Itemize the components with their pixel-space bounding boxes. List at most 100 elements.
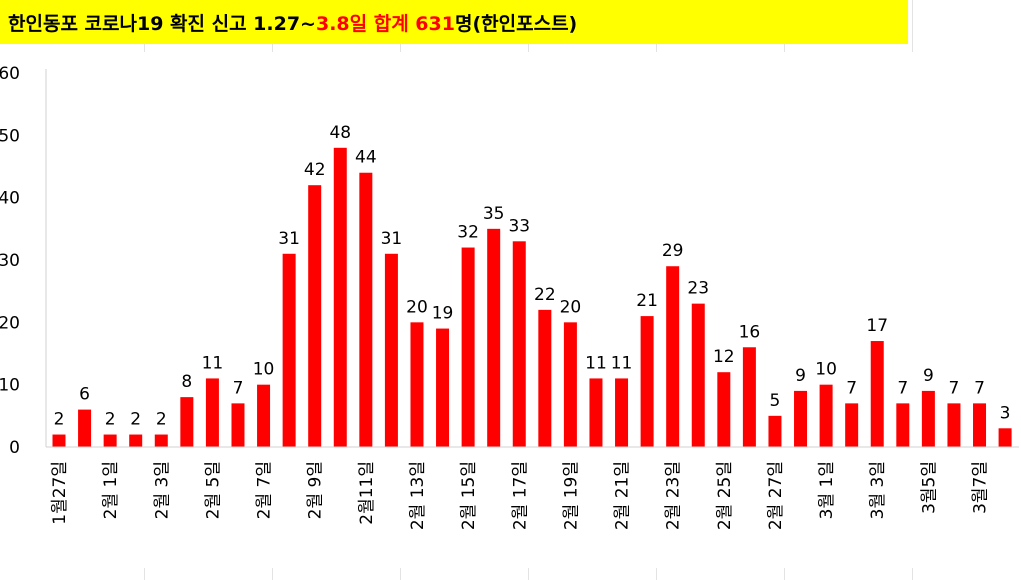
bar [896, 403, 910, 447]
data-label: 32 [457, 223, 479, 243]
x-tick-label: 2월 27일 [766, 461, 786, 530]
bar [589, 378, 603, 447]
y-tick-label: 20 [0, 313, 20, 333]
data-label: 9 [923, 366, 934, 386]
bar [205, 378, 219, 447]
data-label: 7 [897, 378, 908, 398]
x-tick-label: 2월 13일 [408, 461, 428, 530]
bar [973, 403, 987, 447]
bar [947, 403, 961, 447]
bar [666, 266, 680, 447]
data-label: 17 [866, 316, 888, 336]
data-label: 2 [156, 410, 167, 430]
x-tick-label: 2월 9일 [306, 461, 326, 519]
bar [359, 172, 373, 447]
data-label: 2 [105, 410, 116, 430]
x-tick-label: 2월 21일 [613, 461, 633, 530]
data-label: 48 [329, 123, 351, 143]
data-label: 23 [687, 279, 709, 299]
bar [282, 253, 296, 447]
y-tick-label: 0 [9, 438, 20, 458]
bar [103, 434, 117, 447]
bar [921, 390, 935, 447]
data-label: 7 [974, 378, 985, 398]
data-label: 29 [662, 241, 684, 261]
bar [487, 228, 501, 447]
x-tick-label: 2월 17일 [510, 461, 530, 530]
x-tick-label: 2월 25일 [715, 461, 735, 530]
bar [257, 384, 271, 447]
bar [384, 253, 398, 447]
data-label: 20 [560, 297, 582, 317]
bar [563, 322, 577, 447]
data-label: 31 [278, 229, 300, 249]
data-label: 6 [79, 385, 90, 405]
data-label: 7 [949, 378, 960, 398]
data-label: 19 [432, 304, 454, 324]
bar [768, 415, 782, 447]
data-label: 11 [202, 353, 224, 373]
x-tick-label: 1월27일 [50, 461, 70, 525]
data-label: 10 [815, 360, 837, 380]
data-label: 10 [253, 360, 275, 380]
title-part-1: 한인동포 코로나19 확진 신고 1.27~ [8, 12, 316, 35]
data-label: 33 [508, 216, 530, 236]
x-tick-label: 2월 7일 [255, 461, 275, 519]
bar [615, 378, 629, 447]
bar [436, 328, 450, 447]
data-label: 5 [770, 391, 781, 411]
data-label: 11 [611, 353, 633, 373]
bar [180, 397, 194, 447]
y-tick-label: 60 [0, 64, 20, 84]
data-label: 42 [304, 160, 326, 180]
plot-area: 0 10 20 30 40 50 60 2 6 2 2 2 8 11 7 10 31 42 48 44 31 20 19 32… [0, 52, 1021, 568]
x-tick-label: 2월 3일 [152, 461, 172, 519]
bar [52, 434, 66, 447]
x-tick-label: 3월 3일 [868, 461, 888, 519]
x-tick-label: 2월 5일 [203, 461, 223, 519]
bar [410, 322, 424, 447]
bar [129, 434, 143, 447]
chart-title: 한인동포 코로나19 확진 신고 1.27~ 3.8일 합계 631 명(한인포스트… [0, 0, 908, 44]
title-part-3: 명(한인포스트) [454, 12, 578, 35]
x-tick-label: 3월 1일 [817, 461, 837, 519]
bar [819, 384, 833, 447]
bar [78, 409, 92, 447]
x-tick-label: 3월5일 [919, 461, 939, 514]
data-label: 2 [54, 410, 65, 430]
y-tick-label: 50 [0, 126, 20, 146]
y-tick-label: 10 [0, 376, 20, 396]
x-tick-label: 2월 1일 [101, 461, 121, 519]
x-tick-label: 2월 15일 [459, 461, 479, 530]
title-total-highlight: 3.8일 합계 631 [315, 12, 455, 35]
data-label: 22 [534, 285, 556, 305]
x-tick-label: 2월 23일 [664, 461, 684, 530]
bar [691, 303, 705, 447]
bar [333, 147, 347, 448]
bar [538, 309, 552, 447]
x-tick-label: 3월7일 [971, 461, 991, 514]
bar [845, 403, 859, 447]
bar [231, 403, 245, 447]
data-label: 20 [406, 297, 428, 317]
data-label: 31 [381, 229, 403, 249]
bar [794, 390, 808, 447]
data-label: 7 [846, 378, 857, 398]
data-label: 8 [181, 372, 192, 392]
y-tick-label: 40 [0, 189, 20, 209]
bar [640, 316, 654, 447]
x-tick-label: 2월 19일 [561, 461, 581, 530]
bar [742, 347, 756, 447]
data-label: 35 [483, 204, 505, 224]
data-label: 21 [636, 291, 658, 311]
bar [461, 247, 475, 447]
data-label: 9 [795, 366, 806, 386]
x-tick-label: 2월11일 [357, 461, 377, 525]
data-label: 12 [713, 347, 735, 367]
data-label: 11 [585, 353, 607, 373]
bar [717, 372, 731, 447]
data-label: 16 [739, 322, 761, 342]
bar [154, 434, 168, 447]
data-label: 3 [1000, 403, 1011, 423]
